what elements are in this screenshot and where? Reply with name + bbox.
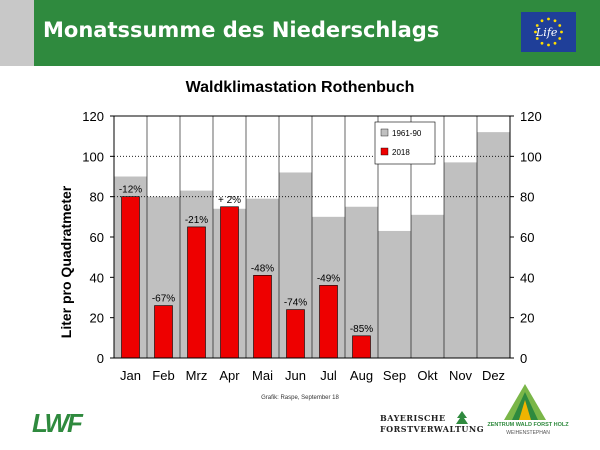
bar-data-label: -21% [185,215,208,226]
eu-star-icon [558,24,562,27]
bar-2018 [253,275,272,359]
zentrum-wald-forst-holz-logo [504,384,546,420]
eu-star-icon [540,41,544,45]
bar-2018 [121,196,140,359]
x-tick-label: Jan [120,368,141,383]
eu-star-icon [553,19,557,23]
y-tick-label-right: 120 [520,109,542,124]
bar-2018 [352,335,371,359]
header: Monatssumme des Niederschlags Life [0,0,600,66]
bar-data-label: + 2% [218,195,241,206]
y-tick-label-right: 40 [520,270,534,285]
eu-star-icon [535,24,539,27]
bar-1961-90 [345,206,378,358]
y-axis-label: Liter pro Quadratmeter [58,185,74,338]
bar-data-label: -67% [152,294,175,305]
header-left-accent [0,0,34,66]
bar-2018 [187,226,206,359]
bar-2018 [154,305,173,359]
bar-data-label: -85% [350,324,373,335]
eu-star-icon [534,30,537,34]
lwf-logo: LWF [32,408,83,438]
bar-data-label: -49% [317,273,340,284]
eu-star-icon [547,17,550,21]
eu-star-icon [553,41,557,45]
x-tick-label: Feb [152,368,174,383]
y-tick-label-left: 20 [90,311,104,326]
eu-star-icon [535,37,539,40]
eu-star-icon [540,19,544,23]
legend-label-1961-90: 1961-90 [392,129,422,138]
bar-1961-90 [378,230,411,358]
forstverwaltung-mark-icon [456,411,468,424]
y-tick-label-left: 100 [82,149,104,164]
x-tick-label: Nov [449,368,473,383]
x-tick-label: Jul [320,368,337,383]
precipitation-chart: Waldklimastation Rothenbuch Liter pro Qu… [58,79,542,383]
x-tick-label: Dez [482,368,505,383]
bar-2018 [319,285,338,359]
x-tick-label: Mrz [186,368,208,383]
chart-title: Waldklimastation Rothenbuch [186,79,415,96]
bar-1961-90 [477,132,510,358]
eu-life-text: Life [536,26,558,39]
bar-2018 [286,309,305,359]
x-tick-label: Jun [285,368,306,383]
zentrum-wald-forst-holz-text: ZENTRUM WALD FORST HOLZ [487,422,569,428]
bar-data-label: -48% [251,263,274,274]
bar-1961-90 [444,162,477,358]
legend-swatch-1961-90 [380,128,389,137]
eu-star-icon [558,37,562,40]
bar-1961-90 [411,214,444,358]
page-title: Monatssumme des Niederschlags [43,18,440,42]
y-tick-label-left: 0 [97,351,104,366]
bar-2018 [220,206,239,359]
y-tick-label-right: 60 [520,230,534,245]
bayerische-forstverwaltung-line1: BAYERISCHE [380,413,446,423]
chart-credit: Grafik: Raspe, September 18 [261,395,339,401]
y-tick-label-right: 0 [520,351,527,366]
legend-label-2018: 2018 [392,148,410,157]
bar-data-label: -12% [119,185,142,196]
y-tick-label-left: 120 [82,109,104,124]
y-tick-label-left: 60 [90,230,104,245]
x-tick-label: Mai [252,368,273,383]
y-tick-label-left: 40 [90,270,104,285]
eu-life-logo [521,12,576,52]
weihenstephan-text: WEIHENSTEPHAN [506,430,550,436]
bar-data-label: -74% [284,298,307,309]
x-tick-label: Okt [417,368,438,383]
x-tick-label: Sep [383,368,406,383]
bayerische-forstverwaltung-line2: FORSTVERWALTUNG [380,424,485,434]
y-tick-label-right: 20 [520,311,534,326]
y-tick-label-left: 80 [90,190,104,205]
eu-star-icon [547,43,550,47]
y-tick-label-right: 80 [520,190,534,205]
eu-star-icon [560,30,563,34]
header-band [0,0,600,66]
x-tick-label: Apr [219,368,240,383]
y-tick-label-right: 100 [520,149,542,164]
x-tick-label: Aug [350,368,373,383]
legend-swatch-2018 [380,147,389,156]
